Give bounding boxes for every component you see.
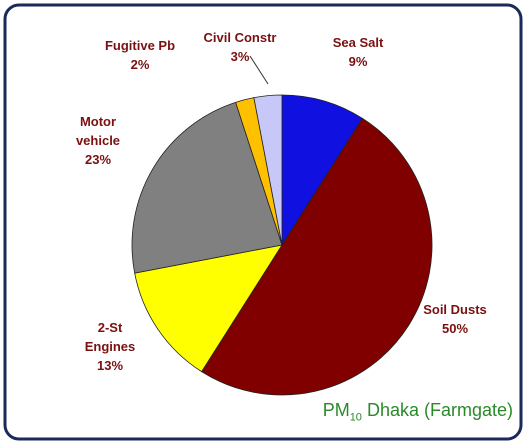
pie-slice bbox=[134, 244, 283, 373]
slice-label: Soil Dusts 50% bbox=[405, 300, 505, 338]
category-label: Soil Dusts bbox=[423, 302, 487, 317]
pie-slice bbox=[281, 94, 363, 247]
category-label: Sea Salt bbox=[332, 35, 384, 50]
slice-label: Sea Salt 9% bbox=[313, 33, 403, 71]
pie-slice bbox=[131, 101, 283, 274]
value-label: 9% bbox=[348, 54, 368, 69]
pie bbox=[131, 94, 433, 396]
category-label: Motor vehicle bbox=[75, 114, 121, 148]
category-label: Fugitive Pb bbox=[104, 38, 176, 53]
category-label: Civil Constr bbox=[203, 30, 277, 45]
value-label: 13% bbox=[96, 358, 124, 373]
slice-label: Motor vehicle 23% bbox=[66, 112, 130, 169]
pie-slice bbox=[253, 94, 283, 246]
title-text: Dhaka (Farmgate) bbox=[361, 400, 513, 420]
title-text: PM bbox=[322, 400, 350, 420]
slice-label: Civil Constr 3% bbox=[190, 28, 290, 66]
leader-line bbox=[249, 55, 269, 85]
category-label: 2-St Engines bbox=[84, 320, 136, 354]
slice-label: 2-St Engines 13% bbox=[75, 318, 145, 375]
value-label: 2% bbox=[130, 57, 150, 72]
value-label: 3% bbox=[230, 49, 250, 64]
title-subscript: 10 bbox=[349, 411, 362, 424]
value-label: 23% bbox=[84, 152, 112, 167]
slice-label: Fugitive Pb 2% bbox=[90, 36, 190, 74]
chart-title: PM10 Dhaka (Farmgate) bbox=[323, 400, 513, 424]
pie-slice bbox=[201, 117, 433, 396]
value-label: 50% bbox=[441, 321, 469, 336]
